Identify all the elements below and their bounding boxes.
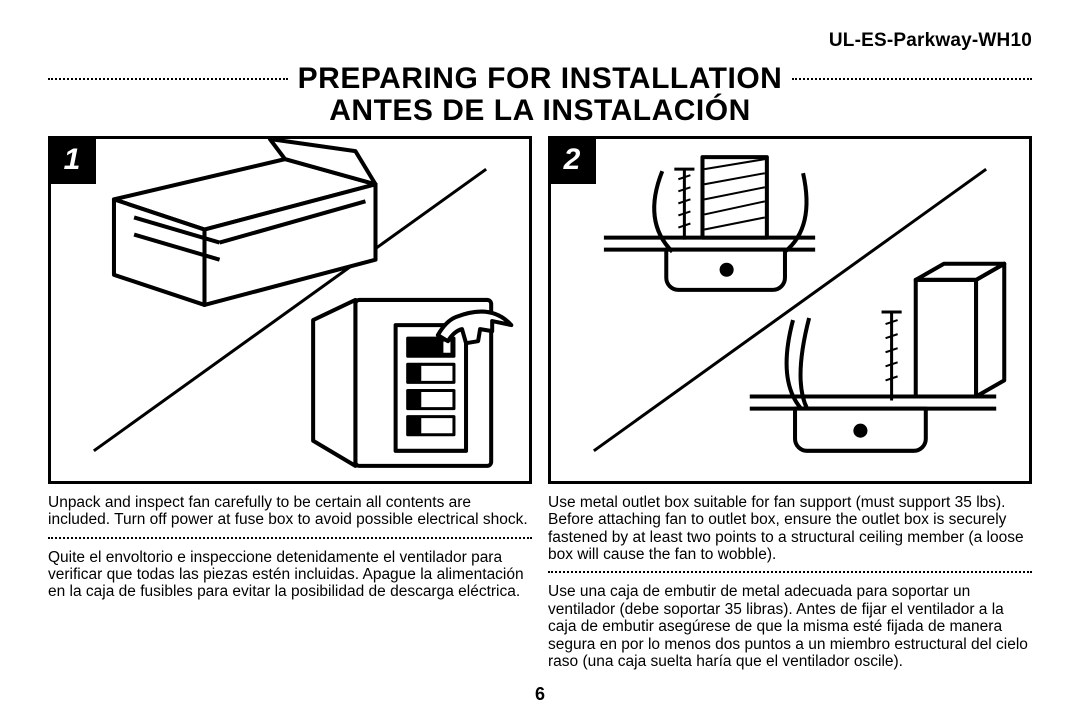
title-es: ANTES DE LA INSTALACIÓN [48, 94, 1032, 128]
step-1-text-es: Quite el envoltorio e inspeccione deteni… [48, 549, 532, 601]
title-block: PREPARING FOR INSTALLATION ANTES DE LA I… [48, 62, 1032, 128]
model-code: UL-ES-Parkway-WH10 [48, 30, 1032, 52]
title-en: PREPARING FOR INSTALLATION [298, 62, 783, 96]
step-1-figure: 1 [48, 136, 532, 484]
page-number: 6 [48, 684, 1032, 705]
divider [48, 537, 532, 539]
step-2-text-es: Use una caja de embutir de metal adecuad… [548, 583, 1032, 670]
divider [548, 571, 1032, 573]
step-2-text-en: Use metal outlet box suitable for fan su… [548, 494, 1032, 563]
step-2-figure: 2 [548, 136, 1032, 484]
step-1-text-en: Unpack and inspect fan carefully to be c… [48, 494, 532, 529]
step-2-illustration [551, 139, 1029, 481]
step-1-illustration [51, 139, 529, 481]
